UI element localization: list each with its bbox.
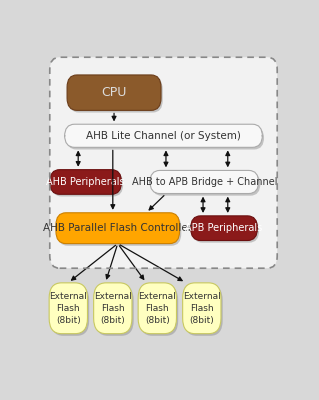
FancyBboxPatch shape (138, 283, 176, 334)
FancyBboxPatch shape (183, 283, 221, 334)
FancyBboxPatch shape (69, 77, 163, 112)
FancyBboxPatch shape (191, 216, 257, 240)
FancyBboxPatch shape (50, 170, 122, 194)
FancyBboxPatch shape (50, 57, 277, 268)
Text: External
Flash
(8bit): External Flash (8bit) (138, 292, 176, 324)
FancyBboxPatch shape (51, 285, 89, 336)
Text: AHB Peripherals: AHB Peripherals (46, 177, 125, 187)
FancyBboxPatch shape (64, 124, 263, 147)
FancyBboxPatch shape (150, 170, 259, 194)
FancyBboxPatch shape (94, 283, 132, 334)
FancyBboxPatch shape (152, 172, 260, 196)
FancyBboxPatch shape (49, 283, 87, 334)
FancyBboxPatch shape (66, 126, 264, 150)
Text: AHB Parallel Flash Controller: AHB Parallel Flash Controller (43, 223, 192, 233)
Text: AHB to APB Bridge + Channel: AHB to APB Bridge + Channel (131, 177, 277, 187)
FancyBboxPatch shape (184, 285, 223, 336)
FancyBboxPatch shape (192, 218, 259, 243)
Text: CPU: CPU (101, 86, 127, 99)
Text: APB Peripherals: APB Peripherals (185, 223, 263, 233)
Text: External
Flash
(8bit): External Flash (8bit) (49, 292, 87, 324)
Text: AHB Lite Channel (or System): AHB Lite Channel (or System) (86, 131, 241, 141)
Text: External
Flash
(8bit): External Flash (8bit) (94, 292, 132, 324)
FancyBboxPatch shape (95, 285, 134, 336)
FancyBboxPatch shape (58, 215, 181, 246)
FancyBboxPatch shape (56, 213, 180, 244)
FancyBboxPatch shape (67, 75, 161, 110)
FancyBboxPatch shape (140, 285, 178, 336)
FancyBboxPatch shape (51, 172, 123, 196)
Text: External
Flash
(8bit): External Flash (8bit) (183, 292, 221, 324)
